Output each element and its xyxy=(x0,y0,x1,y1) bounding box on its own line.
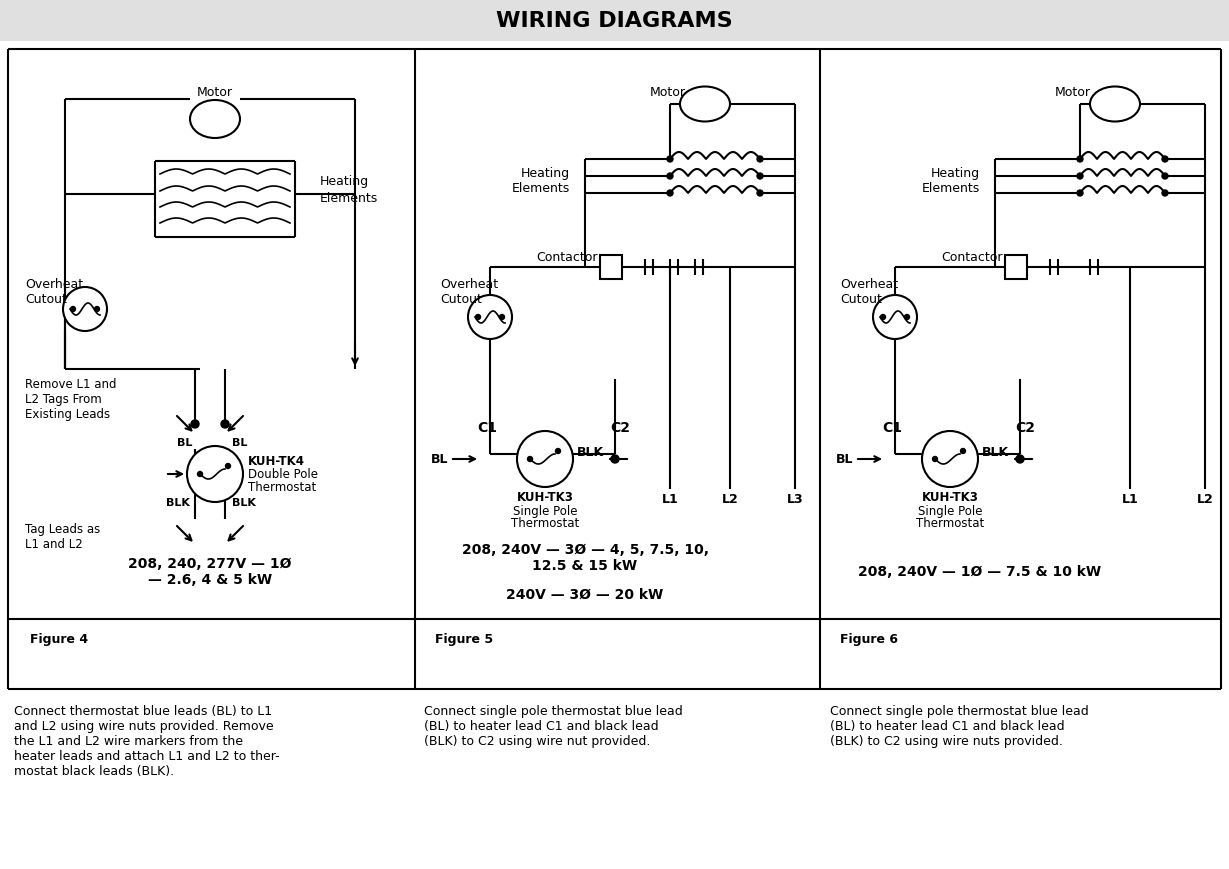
Circle shape xyxy=(1077,174,1083,180)
Circle shape xyxy=(1077,156,1083,163)
Text: Cutout: Cutout xyxy=(25,293,66,306)
Text: L2: L2 xyxy=(1197,493,1213,506)
Text: C2: C2 xyxy=(1015,421,1035,434)
Circle shape xyxy=(1016,455,1024,463)
Text: 208, 240, 277V — 1Ø
— 2.6, 4 & 5 kW: 208, 240, 277V — 1Ø — 2.6, 4 & 5 kW xyxy=(128,556,291,587)
Circle shape xyxy=(63,288,107,332)
Circle shape xyxy=(1161,174,1168,180)
Text: Elements: Elements xyxy=(511,182,570,195)
Text: Remove L1 and: Remove L1 and xyxy=(25,378,117,391)
Circle shape xyxy=(922,432,978,488)
Text: Figure 4: Figure 4 xyxy=(29,633,88,646)
Ellipse shape xyxy=(680,88,730,123)
Text: Existing Leads: Existing Leads xyxy=(25,408,111,421)
Circle shape xyxy=(1161,191,1168,196)
Text: Thermostat: Thermostat xyxy=(511,517,579,530)
Text: Contactor: Contactor xyxy=(537,251,599,264)
Text: L1 and L2: L1 and L2 xyxy=(25,538,82,551)
Circle shape xyxy=(221,421,229,428)
Text: L2 Tags From: L2 Tags From xyxy=(25,393,102,406)
Text: Heating: Heating xyxy=(930,166,980,179)
Text: L1: L1 xyxy=(1122,493,1138,506)
Circle shape xyxy=(961,449,966,454)
Text: C2: C2 xyxy=(610,421,630,434)
Circle shape xyxy=(1077,191,1083,196)
Ellipse shape xyxy=(190,101,240,139)
Text: Contactor: Contactor xyxy=(941,251,1003,264)
Circle shape xyxy=(667,156,673,163)
Text: Connect thermostat blue leads (BL) to L1
and L2 using wire nuts provided. Remove: Connect thermostat blue leads (BL) to L1… xyxy=(14,704,280,777)
Text: BL: BL xyxy=(177,437,193,448)
Text: C1: C1 xyxy=(882,421,902,434)
Text: BLK: BLK xyxy=(576,446,605,459)
Text: Figure 6: Figure 6 xyxy=(839,633,898,646)
Text: KUH-TK4: KUH-TK4 xyxy=(248,455,305,468)
Text: Heating: Heating xyxy=(320,176,369,189)
Text: Motor: Motor xyxy=(197,85,234,98)
Text: Connect single pole thermostat blue lead
(BL) to heater lead C1 and black lead
(: Connect single pole thermostat blue lead… xyxy=(424,704,683,747)
Text: KUH-TK3: KUH-TK3 xyxy=(922,491,978,504)
Text: Thermostat: Thermostat xyxy=(248,481,316,494)
Circle shape xyxy=(225,464,231,469)
Text: L1: L1 xyxy=(661,493,678,506)
Text: BL: BL xyxy=(232,437,247,448)
Text: BLK: BLK xyxy=(232,497,256,507)
Circle shape xyxy=(667,191,673,196)
Text: C1: C1 xyxy=(477,421,497,434)
Circle shape xyxy=(476,315,481,320)
Circle shape xyxy=(95,307,100,312)
Text: Overheat: Overheat xyxy=(839,278,898,291)
Text: Tag Leads as: Tag Leads as xyxy=(25,523,101,536)
Text: Figure 5: Figure 5 xyxy=(435,633,493,646)
Circle shape xyxy=(757,156,763,163)
Circle shape xyxy=(527,457,532,462)
Text: Overheat: Overheat xyxy=(440,278,498,291)
Circle shape xyxy=(880,315,886,320)
Text: Elements: Elements xyxy=(922,182,980,195)
Circle shape xyxy=(757,191,763,196)
Bar xyxy=(600,255,622,280)
Circle shape xyxy=(499,315,504,320)
Text: L2: L2 xyxy=(721,493,739,506)
Ellipse shape xyxy=(1090,88,1141,123)
Circle shape xyxy=(468,295,512,340)
Text: Cutout: Cutout xyxy=(440,293,482,306)
Text: 240V — 3Ø — 20 kW: 240V — 3Ø — 20 kW xyxy=(506,587,664,601)
Text: Overheat: Overheat xyxy=(25,278,84,291)
Circle shape xyxy=(70,307,75,312)
Text: Connect single pole thermostat blue lead
(BL) to heater lead C1 and black lead
(: Connect single pole thermostat blue lead… xyxy=(830,704,1089,747)
Text: BLK: BLK xyxy=(982,446,1009,459)
Circle shape xyxy=(198,472,203,477)
Circle shape xyxy=(905,315,909,320)
Text: Motor: Motor xyxy=(1054,85,1091,98)
Text: BL: BL xyxy=(430,453,449,466)
Circle shape xyxy=(757,174,763,180)
Circle shape xyxy=(187,447,243,502)
Text: WIRING DIAGRAMS: WIRING DIAGRAMS xyxy=(495,11,732,31)
Text: Motor: Motor xyxy=(650,85,686,98)
Text: Heating: Heating xyxy=(521,166,570,179)
Text: BLK: BLK xyxy=(166,497,190,507)
Text: KUH-TK3: KUH-TK3 xyxy=(516,491,574,504)
Text: Single Pole: Single Pole xyxy=(512,504,578,517)
Circle shape xyxy=(190,421,199,428)
Text: Cutout: Cutout xyxy=(839,293,882,306)
Bar xyxy=(0,0,1229,42)
Text: Double Pole: Double Pole xyxy=(248,468,318,481)
Text: 208, 240V — 3Ø — 4, 5, 7.5, 10,
12.5 & 15 kW: 208, 240V — 3Ø — 4, 5, 7.5, 10, 12.5 & 1… xyxy=(462,542,708,573)
Circle shape xyxy=(667,174,673,180)
Circle shape xyxy=(873,295,917,340)
Circle shape xyxy=(933,457,938,462)
Text: L3: L3 xyxy=(787,493,804,506)
Text: Thermostat: Thermostat xyxy=(916,517,984,530)
Circle shape xyxy=(611,455,619,463)
Circle shape xyxy=(1161,156,1168,163)
Circle shape xyxy=(556,449,560,454)
Bar xyxy=(1005,255,1027,280)
Text: 208, 240V — 1Ø — 7.5 & 10 kW: 208, 240V — 1Ø — 7.5 & 10 kW xyxy=(858,564,1101,579)
Circle shape xyxy=(517,432,573,488)
Text: Elements: Elements xyxy=(320,191,379,204)
Text: Single Pole: Single Pole xyxy=(918,504,982,517)
Text: BL: BL xyxy=(836,453,853,466)
